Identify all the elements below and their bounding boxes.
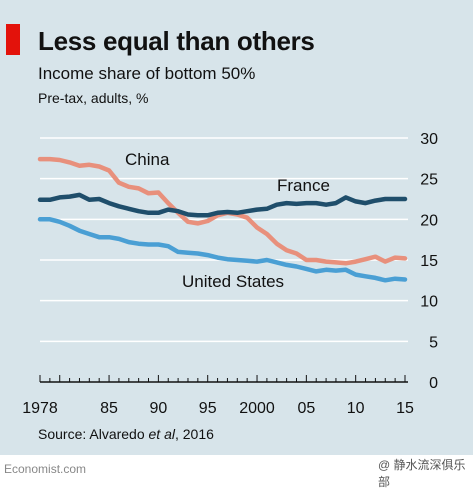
y-axis-tick-labels: 0 5 10 15 20 25 30 xyxy=(420,131,438,392)
y-tick-label: 10 xyxy=(420,294,438,311)
source-italic: et al xyxy=(148,426,175,442)
source-note: Source: Alvaredo et al, 2016 xyxy=(38,426,214,442)
y-tick-label: 25 xyxy=(420,172,438,189)
brand-accent-mark xyxy=(6,24,20,55)
label-china: China xyxy=(125,150,170,169)
x-tick-label: 90 xyxy=(149,400,167,417)
y-tick-label: 15 xyxy=(420,253,438,270)
y-tick-label: 0 xyxy=(429,375,438,392)
y-tick-label: 5 xyxy=(429,334,438,351)
series-labels: China France United States xyxy=(125,150,330,291)
chart-units-note: Pre-tax, adults, % xyxy=(38,90,149,106)
x-tick-label: 15 xyxy=(396,400,414,417)
chart-subtitle: Income share of bottom 50% xyxy=(38,64,256,83)
series-line-united-states xyxy=(37,217,408,283)
label-france: France xyxy=(277,176,330,195)
series-lines xyxy=(37,156,408,283)
x-tick-label: 10 xyxy=(347,400,365,417)
x-axis: 1978 85 90 95 2000 05 10 15 xyxy=(22,375,414,417)
source-prefix: Source: Alvaredo xyxy=(38,426,149,442)
x-tick-label: 2000 xyxy=(239,400,275,417)
x-tick-label: 85 xyxy=(100,400,118,417)
brand-footer: Economist.com xyxy=(4,462,87,476)
label-united-states: United States xyxy=(182,272,284,291)
watermark: @ 静水流深俱乐部 xyxy=(378,458,466,489)
y-tick-label: 30 xyxy=(420,131,438,148)
x-tick-label: 05 xyxy=(297,400,315,417)
gridlines xyxy=(40,137,408,343)
chart-panel xyxy=(0,0,473,455)
x-tick-label: 1978 xyxy=(22,400,58,417)
x-tick-label: 95 xyxy=(199,400,217,417)
series-line-france xyxy=(37,192,408,218)
source-suffix: , 2016 xyxy=(174,426,214,442)
y-tick-label: 20 xyxy=(420,212,438,229)
chart-title: Less equal than others xyxy=(38,26,315,56)
